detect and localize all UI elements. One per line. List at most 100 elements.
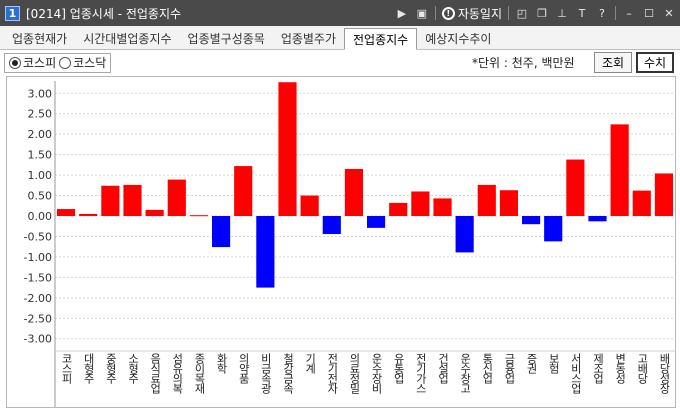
tab-all-sector-index[interactable]: 전업종지수 [344,28,418,50]
x-category-label: 기계 [303,353,317,373]
x-category-label: 보험 [547,353,561,373]
bar-10[interactable] [278,82,297,217]
bar-5[interactable] [167,179,186,216]
bar-16[interactable] [411,191,430,216]
y-tick-label: -2.00 [24,292,52,305]
autolock-label: 자동일지 [457,6,502,21]
y-tick-label: -3.00 [24,333,52,346]
x-category-label: 유통업 [392,353,406,383]
separator [615,6,616,20]
window-title: [0214] 업종시세 - 전업종지수 [26,6,182,21]
tab-sector-index-by-time[interactable]: 시간대별업종지수 [83,31,172,46]
bar-8[interactable] [234,166,253,216]
y-tick-label: 3.00 [28,87,53,100]
bar-14[interactable] [366,216,386,228]
x-category-label: 종이목재 [192,353,206,393]
bar-15[interactable] [389,202,408,216]
y-tick-label: 2.50 [28,108,53,121]
copy-window-icon[interactable]: ❐ [537,6,547,20]
title-bar-controls: ▶ ▣ ! 자동일지 ◰ ❐ ⊥ T ? – ☐ ✕ [395,0,676,26]
minimize-icon[interactable]: – [626,6,632,20]
y-tick-label: 0.50 [28,190,53,203]
help-icon[interactable]: ? [599,6,605,20]
play-icon[interactable]: ▶ [397,6,407,20]
y-tick-label: -1.00 [24,251,52,264]
bar-21[interactable] [521,216,541,225]
radio-kosdaq[interactable]: 코스닥 [59,54,106,71]
bar-26[interactable] [632,190,651,216]
x-category-label: 서비스업 [569,353,583,393]
tab-sector-constituents[interactable]: 업종별구성종목 [187,31,265,46]
link-window-icon[interactable]: ◰ [516,6,528,20]
x-category-label: 철강금속 [281,353,295,393]
x-category-label: 통신업 [480,353,494,383]
x-category-label: 건설업 [436,353,450,383]
x-category-label: 운수창고 [458,353,472,393]
font-size-icon[interactable]: T [578,6,586,20]
x-category-label: 소형주 [126,353,140,383]
memo-icon[interactable]: ▣ [416,6,428,20]
radio-kosdaq-dot [59,56,72,69]
radio-kosdaq-label: 코스닥 [73,56,107,70]
bar-17[interactable] [433,198,452,216]
bar-19[interactable] [477,184,496,216]
bar-3[interactable] [123,184,142,216]
bar-18[interactable] [455,216,474,253]
tab-sector-price[interactable]: 업종현재가 [12,31,68,46]
y-tick-label: 1.50 [28,149,53,162]
toolbar: 코스피 코스닥 *단위 : 천주, 백만원 조회 수치 [4,51,676,74]
x-category-label: 운수장비 [370,353,384,393]
bar-22[interactable] [544,216,563,242]
pin-icon[interactable]: ⊥ [557,6,567,20]
bar-20[interactable] [499,190,519,216]
tab-sector-stock-price[interactable]: 업종별주가 [280,31,337,46]
sector-index-chart: 3.00 2.50 2.00 1.50 1.00 0.50 0.00 -0.50 -1.00 -1… [6,76,676,408]
x-category-label: 코스피 [60,353,74,383]
market-radio-group: 코스피 코스닥 [4,52,112,73]
y-tick-label: 1.00 [28,169,53,182]
radio-kospi[interactable]: 코스피 [9,54,56,71]
bar-9[interactable] [256,216,275,288]
info-icon: ! [441,6,455,20]
bar-0[interactable] [56,209,76,216]
x-category-label: 화학 [215,353,229,373]
y-tick-label: -1.50 [24,271,52,284]
y-tick-label: 0.00 [28,210,53,223]
x-category-label: 고배당 [635,353,649,383]
autolock-toggle[interactable]: ! 자동일지 [441,5,502,22]
bar-23[interactable] [566,159,585,216]
chart-svg: 3.00 2.50 2.00 1.50 1.00 0.50 0.00 -0.50 -1.00 -1… [24,81,675,407]
bar-1[interactable] [79,213,98,216]
unit-label: *단위 : 천주, 백만원 [472,56,575,70]
bar-2[interactable] [101,185,120,216]
x-category-label: 전기가스 [414,353,428,393]
bar-27[interactable] [654,173,674,216]
x-category-label: 음식료업 [148,353,162,393]
maximize-icon[interactable]: ☐ [644,6,654,20]
tab-expected-index-trend[interactable]: 예상지수추이 [425,31,492,46]
bar-12[interactable] [322,216,341,234]
close-icon[interactable]: ✕ [664,6,674,20]
query-button[interactable]: 조회 [594,52,632,73]
x-category-label: 섬유의복 [170,353,184,393]
bar-13[interactable] [344,168,364,216]
x-category-label: 전기전자 [325,353,339,393]
bar-6[interactable] [189,215,209,217]
separator [434,6,436,20]
radio-kospi-label: 코스피 [23,56,57,70]
bar-24[interactable] [588,216,607,222]
value-button[interactable]: 수치 [636,52,674,73]
x-category-label: 의약품 [237,353,251,383]
bar-25[interactable] [610,124,629,216]
x-category-label: 대형주 [82,353,96,383]
bar-11[interactable] [300,195,319,216]
x-category-label: 비금속광 [259,353,273,393]
title-bar: 1 [0214] 업종시세 - 전업종지수 ▶ ▣ ! 자동일지 ◰ ❐ ⊥ T… [0,0,680,26]
x-category-label: 변동성 [613,353,627,383]
radio-kospi-dot [9,56,21,69]
bar-7[interactable] [211,216,231,248]
x-category-label: 제조업 [591,353,605,383]
bar-4[interactable] [145,209,164,216]
y-tick-label: 2.00 [28,128,53,141]
x-category-label: 금융업 [502,353,516,383]
